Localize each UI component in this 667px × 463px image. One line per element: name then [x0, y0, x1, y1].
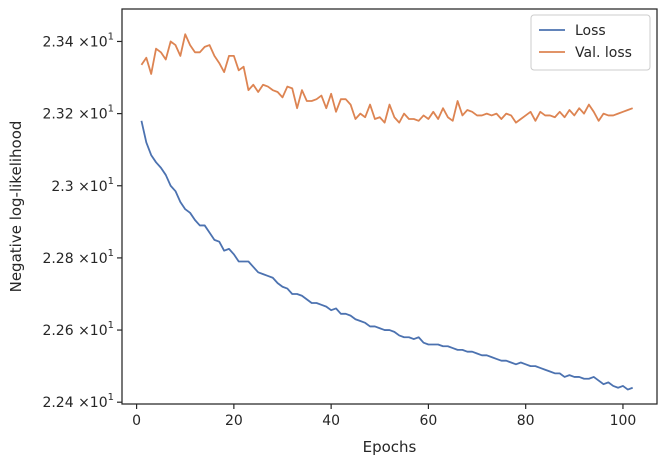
series-line-2	[140, 33, 633, 124]
y-tick-label: 2.28 ×101	[42, 248, 114, 267]
x-tick-label: 20	[225, 413, 243, 429]
y-tick-label: 2.26 ×101	[42, 320, 114, 339]
plot-frame	[121, 8, 658, 405]
legend: Loss Val. loss	[530, 14, 651, 71]
y-tick-label: 2.34 ×101	[42, 31, 114, 50]
x-tick-label: 80	[517, 413, 535, 429]
x-tick-label: 40	[322, 413, 340, 429]
legend-box	[530, 14, 651, 71]
y-tick-label: 2.3 ×101	[51, 176, 114, 195]
x-axis-title: Epochs	[363, 438, 417, 456]
x-tick-label: 100	[610, 413, 637, 429]
x-axis-ticks: 0 20 40 60 80 100	[132, 404, 636, 429]
series-layer	[140, 33, 633, 391]
x-tick-label: 0	[132, 413, 141, 429]
x-tick-label: 60	[419, 413, 437, 429]
legend-label: Val. loss	[575, 45, 632, 61]
y-axis-title: Negative log-likelihood	[7, 121, 25, 293]
y-axis-ticks: 2.24 ×101 2.26 ×101 2.28 ×101 2.3 ×101 2.32 …	[42, 31, 122, 411]
series-line-1	[140, 120, 633, 391]
y-tick-label: 2.32 ×101	[42, 104, 114, 123]
y-tick-label: 2.24 ×101	[42, 392, 114, 411]
legend-label: Loss	[575, 23, 606, 39]
